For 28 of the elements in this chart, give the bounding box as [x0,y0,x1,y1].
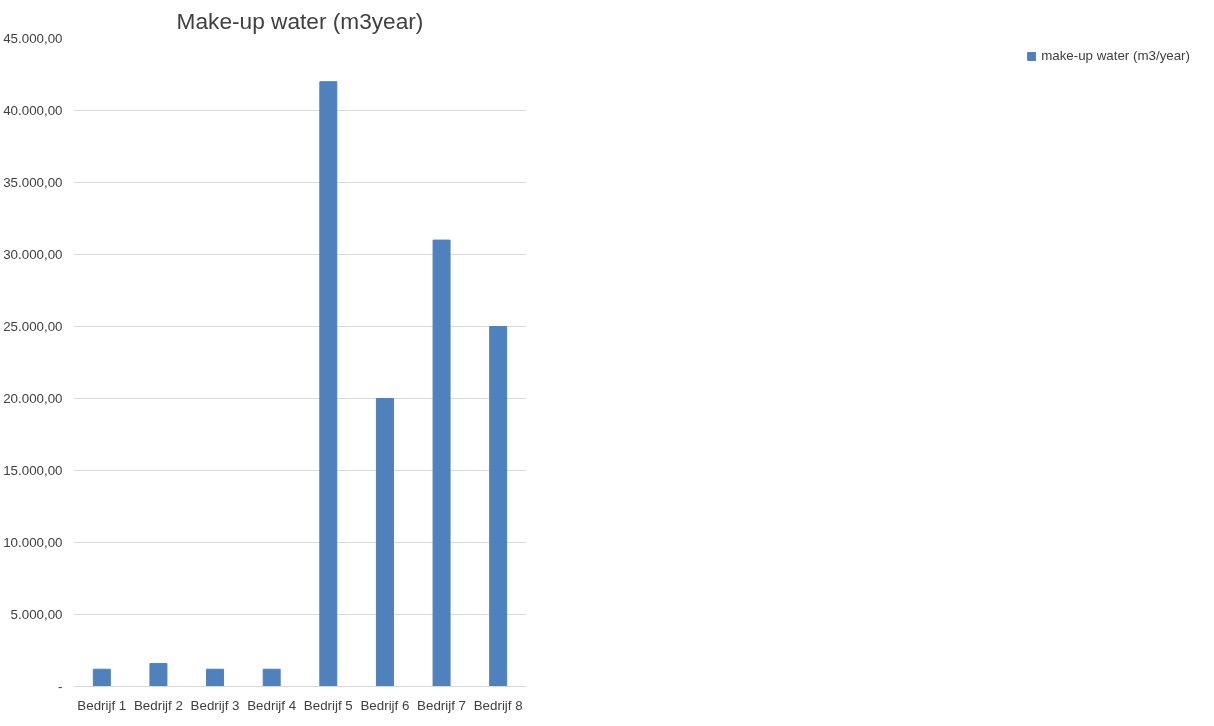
bar [319,81,338,687]
chart-title: Make-up water (m3year) [176,7,424,34]
y-tick-label: 20.000,00 [3,391,63,406]
y-tick-label: 25.000,00 [3,319,63,334]
x-tick-label: Bedrijf 5 [303,697,353,713]
y-tick-label: 30.000,00 [3,247,63,262]
bar [149,662,168,687]
bar [206,668,225,687]
bar [92,668,111,687]
bar [489,326,508,687]
x-tick-label: Bedrijf 3 [190,697,240,713]
y-tick-label: 35.000,00 [3,175,63,190]
x-tick-label: Bedrijf 4 [247,697,297,713]
y-tick-label: 45.000,00 [3,31,63,46]
legend-label: make-up water (m3/year) [1041,48,1190,63]
x-tick-label: Bedrijf 6 [360,697,410,713]
x-tick-label: Bedrijf 7 [417,697,467,713]
x-tick-label: Bedrijf 8 [473,697,523,713]
y-tick-label: 10.000,00 [3,535,63,550]
bar [375,398,394,687]
x-tick-label: Bedrijf 1 [77,697,127,713]
bar [262,668,281,687]
y-tick-label: - [58,679,63,694]
y-tick-label: 40.000,00 [3,103,63,118]
x-tick-label: Bedrijf 2 [133,697,183,713]
y-tick-label: 15.000,00 [3,463,63,478]
y-tick-label: 5.000,00 [10,607,63,622]
bar [432,239,451,687]
